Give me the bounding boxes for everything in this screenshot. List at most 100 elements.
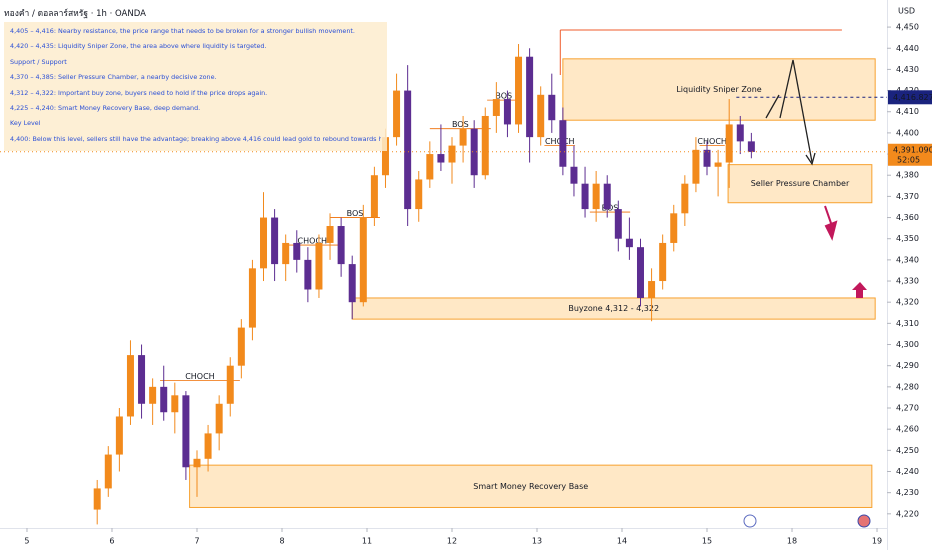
candle-body: [636, 247, 644, 298]
x-tick-label: 18: [787, 537, 797, 546]
zone-label: Liquidity Sniper Zone: [676, 85, 761, 94]
candle-body: [681, 183, 689, 214]
candle-body: [337, 226, 345, 265]
symbol-header: ทองคำ / ดอลลาร์สหรัฐ · 1h · OANDA: [4, 9, 146, 19]
x-tick-label: 14: [617, 537, 627, 546]
candle-body: [115, 416, 123, 455]
x-tick-label: 12: [447, 537, 457, 546]
x-tick-label: 13: [532, 537, 542, 546]
y-tick-label: 4,220: [896, 509, 919, 518]
structure-label: BOS: [452, 120, 469, 129]
notes-panel: 4,405 – 4,416: Nearby resistance, the pr…: [4, 22, 387, 152]
candle-body: [659, 242, 667, 282]
y-tick-label: 4,240: [896, 467, 919, 476]
y-tick-label: 4,300: [896, 340, 919, 349]
zone-label: Smart Money Recovery Base: [473, 482, 588, 491]
note-line: Support / Support: [10, 57, 67, 66]
candle-body: [592, 183, 600, 210]
candle-body: [648, 281, 656, 298]
candle-body: [714, 162, 722, 167]
candle-body: [160, 386, 168, 413]
y-tick-label: 4,340: [896, 255, 919, 264]
structure-label: BOS: [347, 209, 364, 218]
up-arrow: [852, 282, 867, 298]
y-tick-label: 4,280: [896, 382, 919, 391]
candle-body: [149, 386, 157, 404]
flag-icon[interactable]: [857, 514, 871, 528]
y-tick-label: 4,230: [896, 488, 919, 497]
note-line: Key Level: [10, 119, 41, 128]
y-tick-label: 4,370: [896, 192, 919, 201]
candle-body: [537, 94, 545, 138]
candle-body: [93, 488, 101, 510]
event-icon[interactable]: [743, 514, 757, 528]
down-arrow: [824, 205, 838, 241]
structure-label: BOS: [495, 92, 512, 101]
y-tick-label: 4,270: [896, 404, 919, 413]
candle-body: [581, 183, 589, 210]
candle-body: [703, 149, 711, 167]
x-tick-label: 6: [109, 537, 114, 546]
candle-body: [282, 242, 290, 265]
candle-body: [237, 327, 245, 366]
price-label: 4,391.090: [893, 145, 932, 154]
candle-body: [215, 403, 223, 434]
candle-body: [570, 166, 578, 184]
candle-body: [404, 90, 412, 210]
y-tick-label: 4,320: [896, 298, 919, 307]
y-tick-label: 4,400: [896, 128, 919, 137]
candle-body: [393, 90, 401, 138]
candle-body: [126, 355, 134, 417]
candle-body: [459, 128, 467, 146]
note-line: 4,225 – 4,240: Smart Money Recovery Base…: [10, 104, 201, 113]
candle-body: [182, 395, 190, 468]
candle-body: [670, 213, 678, 243]
candle-body: [747, 141, 755, 152]
level-badge: [888, 90, 932, 105]
note-line: 4,312 – 4,322: Important buy zone, buyer…: [10, 88, 268, 97]
candle-body: [625, 238, 633, 248]
y-tick-label: 4,260: [896, 425, 919, 434]
y-tick-label: 4,430: [896, 65, 919, 74]
level-label: 4,416.827: [893, 93, 932, 102]
candle-body: [614, 209, 622, 239]
candle-body: [138, 355, 146, 404]
x-tick-label: 8: [279, 537, 284, 546]
zone: [562, 58, 876, 121]
candle-body: [304, 259, 312, 290]
y-tick-label: 4,350: [896, 234, 919, 243]
candle-body: [104, 454, 112, 489]
candle-body: [204, 433, 212, 459]
candle-body: [503, 99, 511, 125]
y-tick-label: 4,450: [896, 23, 919, 32]
y-tick-label: 4,360: [896, 213, 919, 222]
y-tick-label: 4,250: [896, 446, 919, 455]
zone: [189, 464, 873, 508]
note-line: 4,420 – 4,435: Liquidity Sniper Zone, th…: [10, 42, 267, 51]
y-tick-label: 4,330: [896, 277, 919, 286]
candle-body: [559, 120, 567, 167]
candle-body: [603, 183, 611, 210]
candle-body: [193, 458, 201, 468]
y-tick-label: 4,380: [896, 171, 919, 180]
candle-body: [326, 226, 334, 243]
candle-body: [526, 56, 534, 138]
candle-body: [548, 94, 556, 121]
candle-body: [271, 217, 279, 265]
projection-path: [765, 59, 813, 163]
candle-body: [359, 217, 367, 303]
x-tick-label: 15: [702, 537, 712, 546]
candle-body: [481, 115, 489, 176]
zone: [727, 164, 873, 204]
currency-label: USD: [898, 7, 915, 16]
note-line: 4,400: Below this level, sellers still h…: [10, 134, 381, 143]
candle-body: [260, 217, 268, 269]
candle-body: [348, 264, 356, 303]
candle-body: [437, 154, 445, 163]
candle-body: [381, 137, 389, 176]
candle-body: [171, 395, 179, 413]
candle-body: [426, 154, 434, 180]
x-tick-label: 19: [872, 537, 882, 546]
